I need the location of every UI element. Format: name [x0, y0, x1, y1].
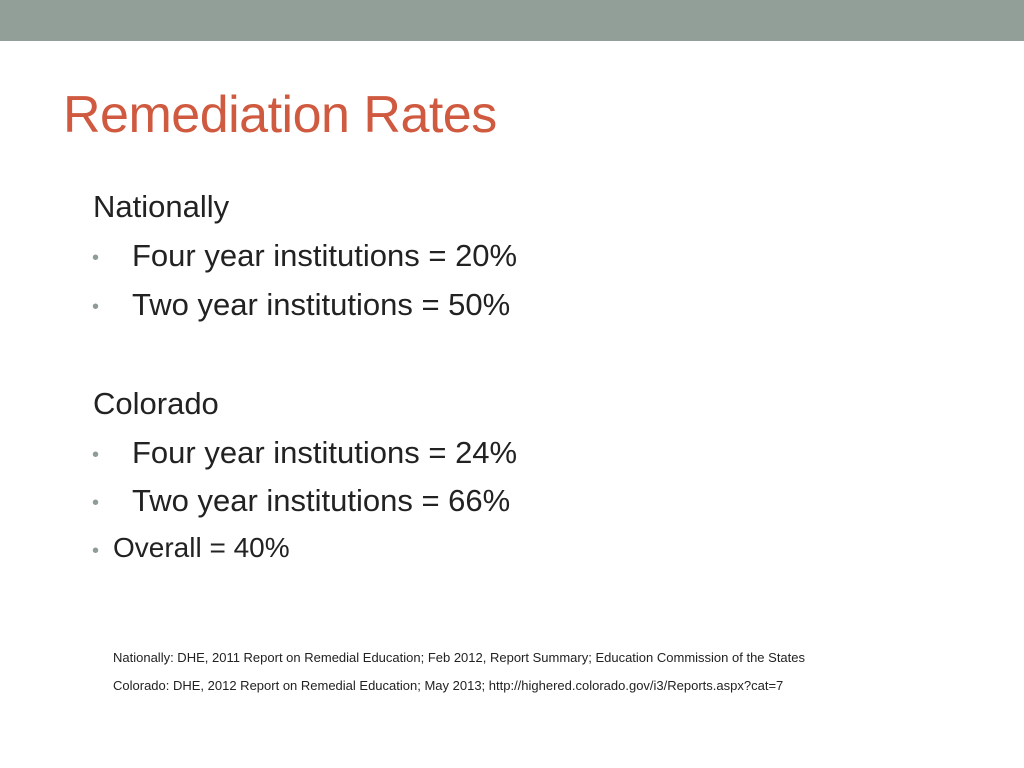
list-item-national-two-year: Two year institutions = 50% [132, 287, 511, 322]
list-item-colorado-four-year: Four year institutions = 24% [132, 435, 518, 470]
bullet-icon: • [92, 444, 100, 466]
bullet-icon: • [92, 296, 100, 318]
bullet-icon: • [92, 247, 100, 269]
list-item-colorado-two-year: Two year institutions = 66% [132, 483, 511, 518]
source-citation-colorado: Colorado: DHE, 2012 Report on Remedial E… [113, 678, 784, 693]
slide-title: Remediation Rates [63, 86, 497, 144]
list-item-overall: Overall = 40% [113, 532, 290, 563]
bullet-icon: • [92, 540, 100, 562]
section-heading-nationally: Nationally [93, 189, 230, 224]
list-item-national-four-year: Four year institutions = 20% [132, 238, 518, 273]
source-citation-nationally: Nationally: DHE, 2011 Report on Remedial… [113, 650, 805, 665]
bullet-icon: • [92, 492, 100, 514]
top-accent-bar [0, 0, 1024, 41]
section-heading-colorado: Colorado [93, 386, 219, 421]
